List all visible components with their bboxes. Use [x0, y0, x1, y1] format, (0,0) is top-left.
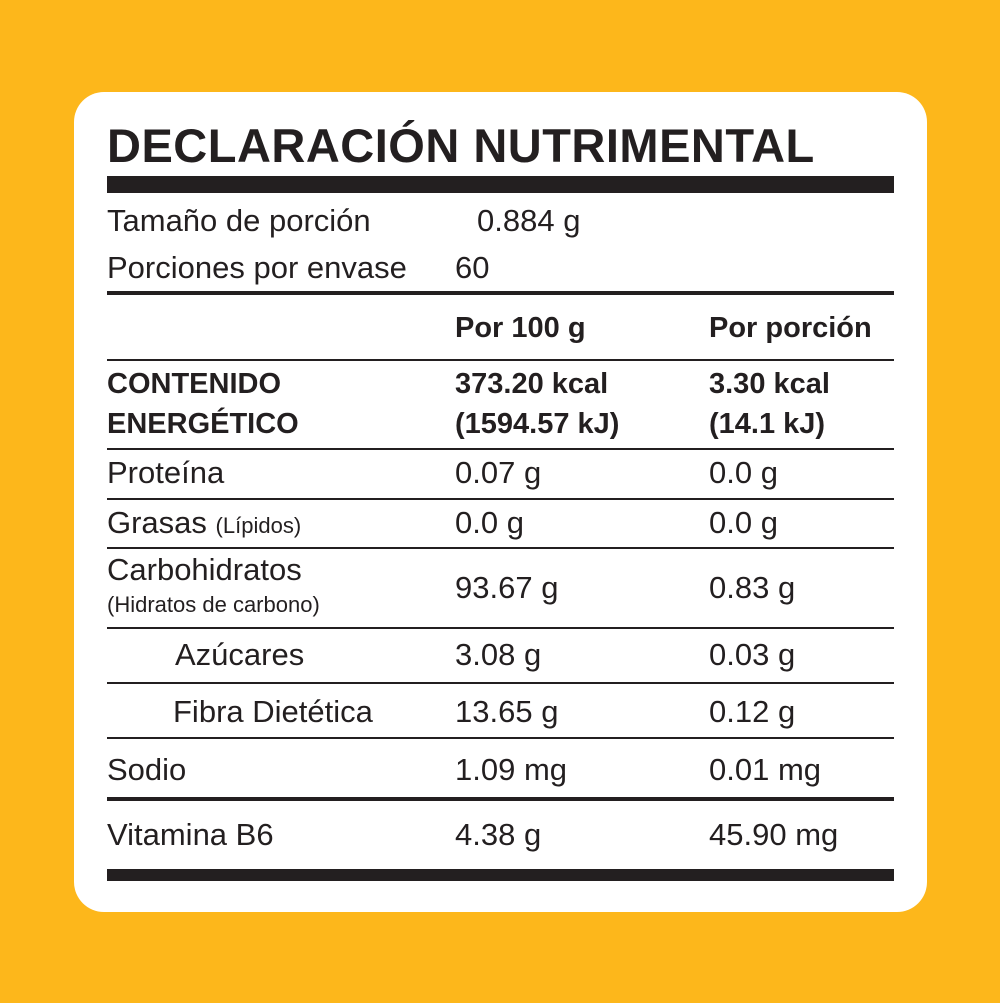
per100-value: 3.08 g	[455, 637, 542, 672]
energy-label: ENERGÉTICO	[107, 408, 299, 440]
per-serving-value: 0.01 mg	[709, 752, 822, 787]
nutrient-label: Grasas	[107, 505, 207, 540]
divider	[107, 627, 894, 629]
divider	[107, 291, 894, 295]
label-title: DECLARACIÓN NUTRIMENTAL	[107, 119, 815, 172]
energy-label: CONTENIDO	[107, 368, 281, 400]
per-serving-value: 0.0 g	[709, 505, 778, 540]
servings-per-pack-label: Porciones por envase	[107, 250, 407, 285]
servings-per-pack-value: 60	[455, 250, 490, 285]
serving-size-value: 0.884 g	[477, 203, 581, 238]
energy-per-serving: 3.30 kcal	[709, 368, 830, 400]
per-serving-value: 45.90 mg	[709, 817, 839, 852]
divider	[107, 498, 894, 500]
per100-value: 93.67 g	[455, 570, 559, 605]
per-serving-value: 0.83 g	[709, 570, 796, 605]
column-header-per100: Por 100 g	[455, 312, 586, 344]
per-serving-value: 0.0 g	[709, 455, 778, 490]
divider	[107, 448, 894, 450]
nutrition-card	[74, 92, 927, 912]
per100-value: 4.38 g	[455, 817, 542, 852]
divider	[107, 682, 894, 684]
column-header-per-serving: Por porción	[709, 312, 872, 344]
nutrient-sublabel: (Hidratos de carbono)	[107, 592, 320, 617]
bottom-divider	[107, 869, 894, 881]
serving-size-label: Tamaño de porción	[107, 203, 371, 238]
title-divider	[107, 176, 894, 193]
per-serving-value: 0.12 g	[709, 694, 796, 729]
per100-value: 0.07 g	[455, 455, 542, 490]
nutrient-sublabel: (Lípidos)	[215, 513, 302, 538]
divider	[107, 797, 894, 801]
per100-value: 1.09 mg	[455, 752, 568, 787]
nutrient-label: Sodio	[107, 752, 187, 787]
energy-per100: (1594.57 kJ)	[455, 408, 620, 440]
energy-per100: 373.20 kcal	[455, 368, 609, 400]
divider	[107, 359, 894, 361]
nutrient-label: Proteína	[107, 455, 225, 490]
divider	[107, 547, 894, 549]
nutrient-label: Azúcares	[175, 637, 305, 672]
divider	[107, 737, 894, 739]
nutrient-label: Carbohidratos	[107, 552, 302, 587]
energy-per-serving: (14.1 kJ)	[709, 408, 826, 440]
per100-value: 0.0 g	[455, 505, 524, 540]
per-serving-value: 0.03 g	[709, 637, 796, 672]
nutrient-label: Vitamina B6	[107, 817, 274, 852]
per100-value: 13.65 g	[455, 694, 559, 729]
nutrient-label: Fibra Dietética	[173, 694, 373, 729]
